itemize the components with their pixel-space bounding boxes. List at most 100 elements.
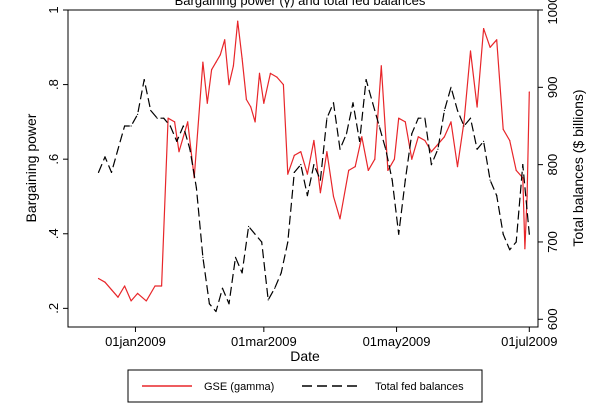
fed-balance-point [293,171,295,173]
gse-point [398,117,400,119]
legend-label-gse: GSE (gamma) [204,381,274,393]
gse-point [263,102,265,104]
gse-point [489,46,491,48]
fed-balance-point [189,148,191,150]
fed-balance-point [130,125,132,127]
fed-balance-point [489,179,491,181]
gse-point [287,173,289,175]
y-right-tick-label: 800 [545,154,560,176]
gse-point [245,98,247,101]
fed-balance-point [372,102,374,104]
gse-point [496,39,498,41]
fed-balance-point [352,102,354,104]
fed-balance-point [110,171,113,173]
gse-point [219,54,221,56]
gse-point [269,72,271,74]
y-right-tick-label: 700 [545,231,560,253]
gse-point [411,158,413,160]
gse-point [528,91,530,93]
fed-balance-point [469,117,472,119]
x-axis: 01jan2009 01mar2009 01may2009 01jul2009 [105,327,557,349]
gse-point [154,285,156,287]
gse-point [509,139,511,142]
fed-balance-point [476,148,478,150]
fed-balance-point [483,140,485,142]
gse-point [524,248,526,250]
gse-point [348,169,350,171]
fed-balance-point [117,148,119,150]
fed-balance-point [300,164,302,166]
fed-balance-point [241,272,243,274]
fed-balance-point [176,140,178,142]
fed-balance-point [496,195,498,197]
fed-balance-point [137,113,139,115]
gse-point [300,151,302,153]
gse-point [254,121,256,123]
fed-balance-point [182,125,184,127]
fed-balance-point [313,164,315,166]
fed-balance-point [319,179,321,181]
fed-balance-point [156,117,158,119]
fed-balance-point [228,303,230,305]
y-left-tick-label: .4 [46,228,61,239]
fed-balance-point [339,148,341,150]
fed-balance-point [248,225,250,228]
gse-point [145,300,147,302]
fed-balance-point [385,148,387,150]
gse-point [237,20,239,22]
fed-balance-point [398,233,400,235]
fed-balance-point [411,133,413,135]
fed-balance-point [215,310,217,313]
fed-balance-point [280,272,282,274]
gse-point [476,106,478,108]
y-axis-label-right: Total balances ($ billions) [570,89,586,246]
gse-point [404,121,406,123]
gse-point [124,285,126,287]
x-tick-label: 01jan2009 [105,334,166,349]
gse-point [387,169,389,171]
fed-balance-point [104,156,106,158]
fed-balance-point [430,164,432,166]
gse-point [456,166,459,168]
gse-point [258,72,261,74]
fed-balance-point [97,171,100,173]
plot-area [67,9,539,328]
y-axis-label-left: Bargaining power [23,113,39,222]
gse-point [430,151,432,153]
right-axis: 600 700 800 900 1000 [538,0,560,330]
gse-point [339,218,341,220]
fed-balance-point [124,125,126,127]
gse-point [354,166,356,168]
gse-point [502,128,504,130]
gse-point [282,84,284,86]
gse-point [306,173,308,175]
fed-balance-point [359,140,361,142]
y-left-tick-label: 1 [46,6,61,13]
fed-balance-point [208,303,210,305]
gse-point [232,65,234,67]
gse-point [424,139,426,142]
gse-point [174,121,176,123]
gse-point [215,61,217,63]
fed-balance-point [326,117,328,119]
y-left-tick-label: .8 [46,79,61,90]
x-tick-label: 01jul2009 [501,334,557,349]
gse-point [293,154,295,156]
fed-balance-point [417,117,419,119]
gse-point [117,296,119,298]
fed-balance-point [195,187,197,189]
gse-point [161,285,163,287]
gse-point [463,121,465,123]
fed-balance-point [221,287,224,289]
fed-balance-point [254,233,256,235]
gse-point [522,177,524,179]
x-axis-label: Date [290,348,320,364]
gse-point [526,195,528,198]
gse-point [326,151,328,153]
legend-label-fed-balances: Total fed balances [375,381,464,393]
gse-point [380,65,382,67]
fed-balance-point [365,79,367,81]
fed-balance-point [202,256,204,258]
